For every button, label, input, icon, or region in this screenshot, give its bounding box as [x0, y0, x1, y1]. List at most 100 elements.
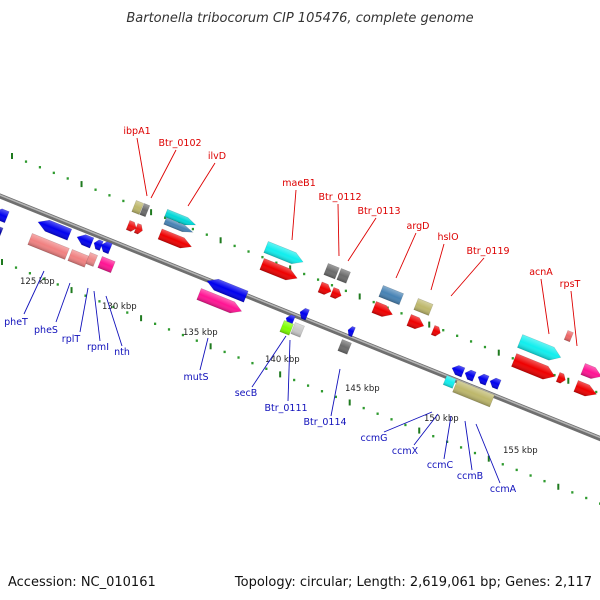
gene-ilvD — [157, 228, 193, 249]
callout-line — [570, 290, 578, 347]
scale-tick-top — [11, 153, 13, 159]
scale-tick-bottom — [237, 356, 240, 359]
callout-line — [251, 335, 287, 388]
gene-label: rpsT — [560, 279, 581, 290]
gene-label: Btr_0112 — [318, 192, 361, 203]
genome-track: 125 kbp 130 kbp 135 kbp 140 kbp 145 kbp 150 k… — [0, 153, 600, 505]
scale-tick-bottom — [181, 333, 185, 337]
gene-pheS — [27, 233, 70, 260]
gene-label: nth — [114, 347, 130, 358]
gene-hslO — [406, 314, 425, 330]
gene-label: ccmX — [392, 446, 419, 457]
gene-mutS — [196, 288, 243, 314]
scale-tick-top — [122, 199, 125, 203]
gene-maeB1-cyan — [263, 241, 304, 265]
scale-tick-bottom — [112, 305, 115, 309]
scale-tick-bottom — [70, 287, 73, 294]
scale-tick-bottom — [279, 371, 282, 378]
scale-tick-top — [108, 194, 111, 197]
gene-Btr0113b — [329, 286, 342, 300]
gene-rpmI — [100, 241, 113, 255]
scale-tick-bottom — [98, 300, 101, 303]
gene-label: Btr_0102 — [158, 138, 201, 149]
gene-pheT — [37, 219, 73, 241]
scale-tick-bottom — [223, 350, 226, 354]
callout-line — [93, 290, 101, 342]
backbone-line — [0, 193, 600, 442]
scale-tick-bottom — [14, 266, 18, 269]
gene-rpsT — [563, 329, 574, 343]
gene-ccmG-blue — [451, 365, 466, 378]
gene-ccmC-blue — [477, 373, 490, 386]
topology-text: Topology: circular; Length: 2,619,061 bp… — [234, 575, 592, 590]
scale-tick-top — [553, 373, 556, 377]
scale-tick-top — [66, 177, 69, 180]
scale-tick-bottom — [473, 451, 477, 455]
callout-line — [330, 368, 341, 417]
gene-maeB1 — [259, 258, 298, 281]
gene-ibpA1-small — [125, 219, 137, 232]
gene-ccmX-blue — [464, 369, 477, 382]
gene-Btr0113a — [317, 281, 332, 295]
scale-tick-top — [372, 300, 375, 304]
callout-line — [413, 413, 439, 446]
callout-line — [337, 203, 340, 257]
gene-left-blue — [0, 208, 10, 224]
gene-acnA-cyan — [516, 334, 562, 361]
scale-tick-bottom — [501, 463, 504, 466]
callout-line — [540, 278, 550, 335]
callout-line — [287, 339, 291, 402]
scale-tick-bottom — [140, 315, 143, 322]
callout-line — [136, 137, 148, 197]
gene-label: ccmG — [360, 433, 387, 444]
scale-tick-top — [316, 278, 320, 281]
gene-rplT-pink — [67, 249, 90, 268]
scale-tick-bottom — [390, 418, 393, 421]
scale-tick-top — [38, 166, 42, 169]
gene-Btr0114 — [337, 339, 352, 355]
scale-tick-bottom — [529, 474, 532, 477]
scale-tick-bottom — [571, 491, 574, 494]
scale-label: 125 kbp — [20, 277, 55, 287]
gene-ccmB-blue — [489, 377, 502, 390]
gene-label: secB — [235, 388, 258, 399]
scale-tick-top — [344, 289, 347, 293]
scale-tick-top — [483, 345, 487, 349]
gene-label: rplT — [62, 334, 81, 345]
gene-label: pheT — [4, 317, 28, 328]
scale-tick-bottom — [515, 468, 518, 472]
scale-tick-bottom — [126, 311, 129, 314]
scale-tick-top — [469, 340, 473, 343]
scale-tick-bottom — [348, 399, 351, 406]
scale-tick-bottom — [84, 294, 87, 297]
scale-tick-top — [219, 237, 222, 244]
gene-Btr0114-blue — [347, 326, 356, 338]
callout-line — [23, 270, 45, 315]
scale-tick-top — [442, 328, 445, 332]
callout-line — [443, 415, 452, 460]
gene-pheS-small — [76, 234, 95, 249]
gene-nth — [97, 256, 116, 274]
scale-tick-bottom — [1, 259, 3, 265]
gene-rplT — [93, 239, 104, 252]
scale-tick-bottom — [487, 455, 490, 462]
callout-line — [464, 420, 473, 471]
gene-Btr0111 — [290, 322, 305, 338]
scale-tick-top — [24, 160, 28, 163]
gene-label: Btr_0113 — [357, 206, 400, 217]
scale-tick-top — [94, 188, 97, 191]
callout-line — [150, 149, 177, 199]
gene-ilvD-steel — [163, 217, 194, 233]
gene-label: ibpA1 — [123, 126, 150, 137]
scale-label: 140 kbp — [265, 355, 300, 365]
gene-left-blue2 — [0, 225, 4, 238]
backbone-highlight — [0, 194, 600, 439]
scale-tick-bottom — [306, 384, 310, 387]
scale-tick-top — [275, 261, 278, 264]
scale-tick-top — [163, 216, 167, 220]
scale-label: 150 kbp — [424, 414, 459, 424]
gene-secB-blue2 — [299, 307, 310, 321]
scale-tick-bottom — [557, 483, 560, 490]
scale-tick-bottom — [195, 339, 198, 342]
